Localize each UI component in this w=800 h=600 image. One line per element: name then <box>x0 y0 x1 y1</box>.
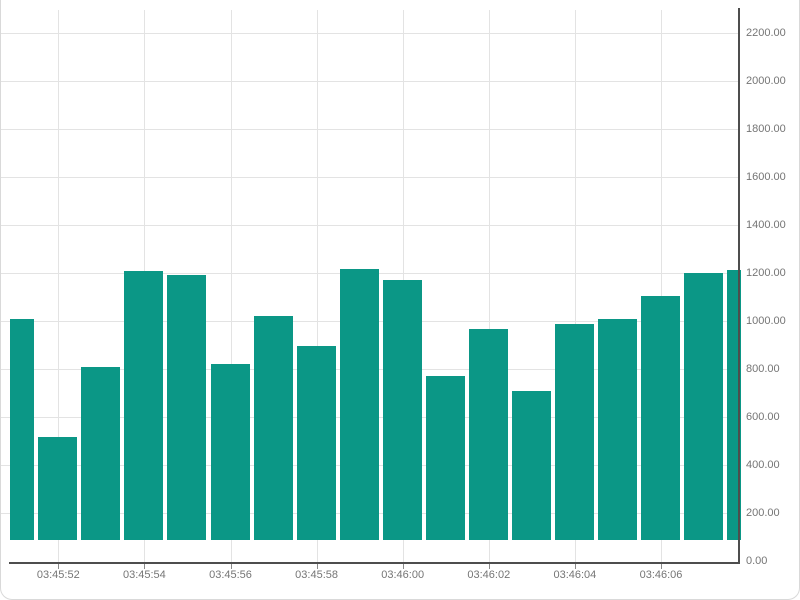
x-axis-tick <box>58 564 60 569</box>
y-axis-label: 2200.00 <box>746 27 786 39</box>
bar[interactable] <box>210 364 250 540</box>
bar[interactable] <box>38 436 78 540</box>
v-gridline <box>488 10 490 562</box>
bar[interactable] <box>468 329 508 540</box>
x-axis-line <box>9 562 740 564</box>
y-axis-label: 400.00 <box>746 459 780 471</box>
h-gridline <box>1 177 740 178</box>
x-axis-label: 03:45:52 <box>36 569 80 581</box>
y-axis-label: 0.00 <box>746 555 768 567</box>
bar[interactable] <box>296 345 336 540</box>
bar[interactable] <box>253 316 293 540</box>
h-gridline <box>1 81 740 82</box>
x-axis-label: 03:45:58 <box>295 569 338 581</box>
bar[interactable] <box>684 273 724 540</box>
x-axis-label: 03:46:02 <box>467 569 511 581</box>
bar[interactable] <box>425 376 465 540</box>
y-axis-label: 1800.00 <box>746 123 786 135</box>
y-axis-label: 200.00 <box>746 507 780 519</box>
y-axis-label: 2000.00 <box>746 75 786 87</box>
v-gridline <box>661 10 662 562</box>
h-gridline <box>1 129 740 130</box>
y-axis-label: 800.00 <box>746 363 780 375</box>
x-axis-label: 03:45:56 <box>209 569 252 581</box>
bar[interactable] <box>81 367 121 540</box>
x-axis-label: 03:46:06 <box>639 569 683 581</box>
x-axis-tick <box>230 564 232 569</box>
bar[interactable] <box>511 391 551 540</box>
v-gridline <box>574 10 576 562</box>
h-gridline <box>1 33 740 34</box>
bar[interactable] <box>641 295 680 540</box>
bar[interactable] <box>124 271 164 540</box>
y-axis-label: 1400.00 <box>746 219 786 231</box>
bar[interactable] <box>339 269 379 540</box>
x-axis-tick <box>144 564 146 569</box>
x-axis-tick <box>488 564 490 569</box>
x-axis-label: 03:46:00 <box>381 569 425 581</box>
x-axis-tick <box>402 564 404 569</box>
v-gridline <box>58 10 60 562</box>
x-axis-tick <box>316 564 318 569</box>
y-axis-line <box>738 8 740 564</box>
v-gridline <box>316 10 318 562</box>
bar[interactable] <box>727 269 741 540</box>
bar[interactable] <box>597 318 637 540</box>
bar[interactable] <box>382 280 422 540</box>
y-axis-label: 1200.00 <box>746 267 786 279</box>
y-axis-label: 1000.00 <box>746 315 786 327</box>
bar[interactable] <box>554 323 594 540</box>
plot-area[interactable] <box>10 10 741 540</box>
bar[interactable] <box>10 319 35 540</box>
y-axis-label: 600.00 <box>746 411 780 423</box>
y-axis-label: 1600.00 <box>746 171 786 183</box>
v-gridline <box>230 10 232 562</box>
h-gridline <box>1 225 740 226</box>
bar[interactable] <box>167 275 207 540</box>
x-axis-label: 03:46:04 <box>553 569 597 581</box>
x-axis-label: 03:45:54 <box>122 569 166 581</box>
x-axis-tick <box>661 564 662 569</box>
x-axis-tick <box>574 564 576 569</box>
